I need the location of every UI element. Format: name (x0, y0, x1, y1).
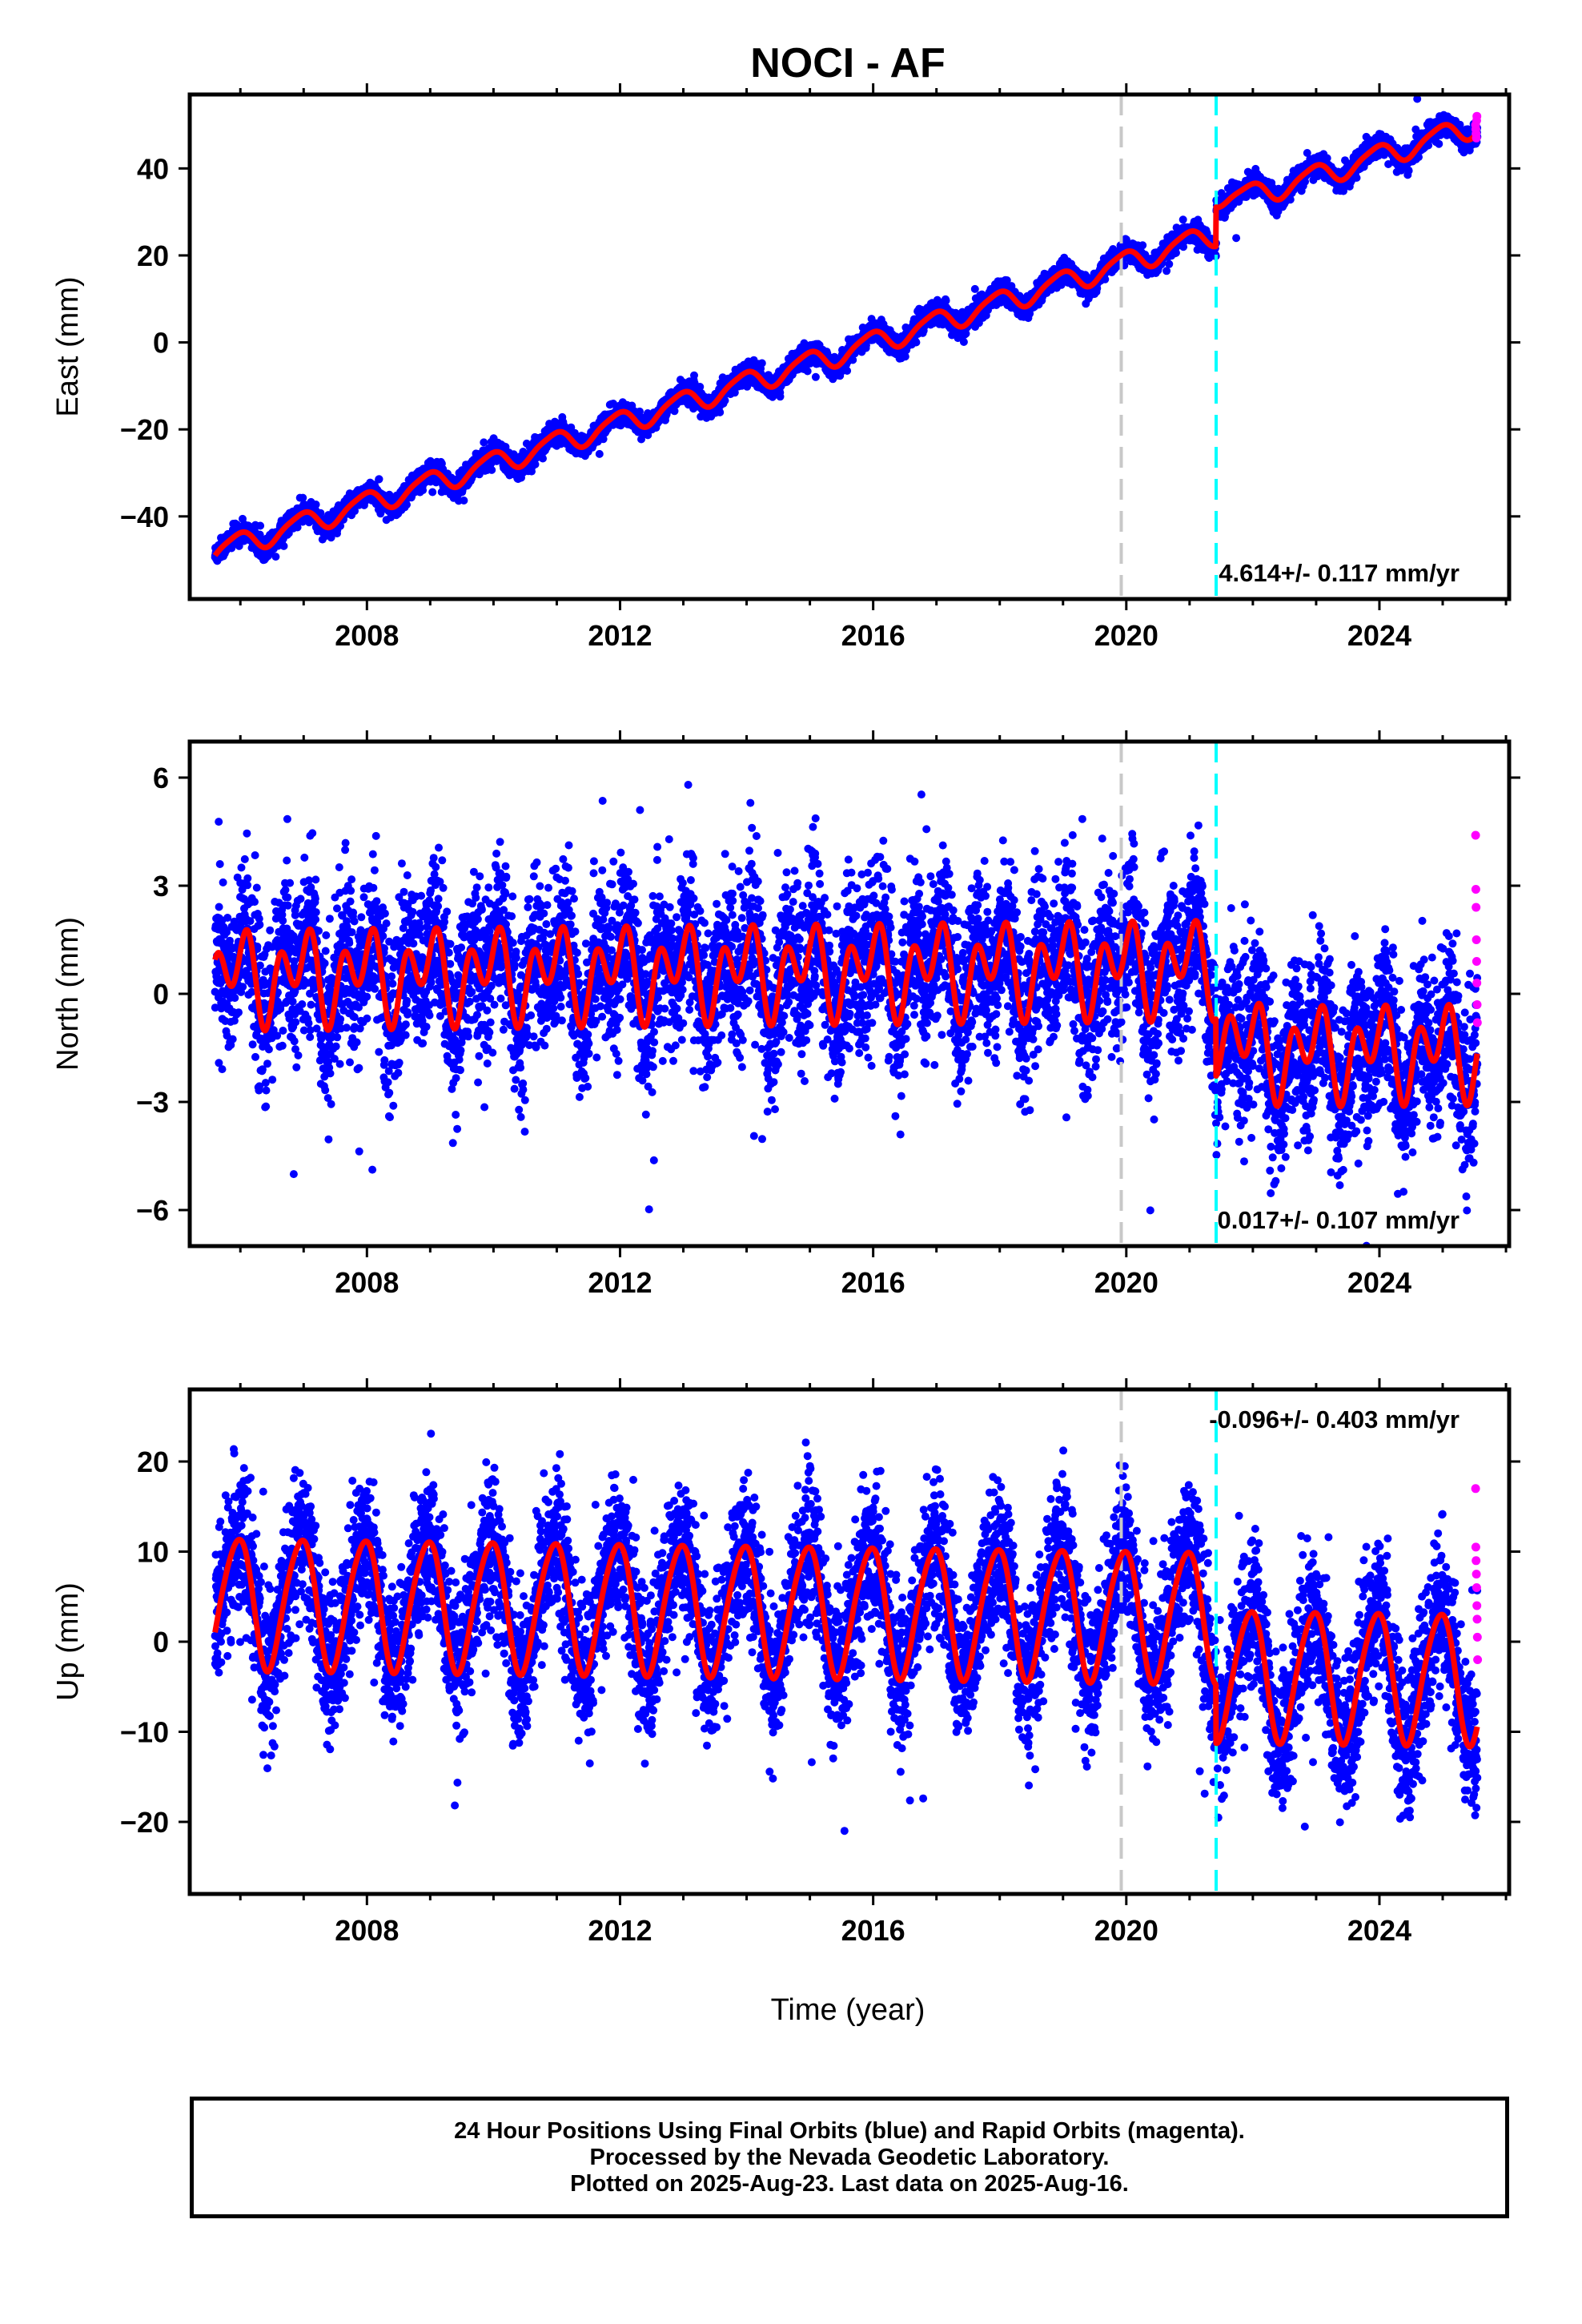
plot-area-east (211, 94, 1482, 599)
data-point (811, 372, 820, 381)
data-point (843, 367, 852, 375)
data-point (299, 493, 307, 502)
data-point (912, 338, 921, 347)
data-point (271, 553, 280, 561)
data-point (316, 509, 325, 517)
data-point (327, 533, 335, 542)
data-point (690, 371, 698, 380)
data-point (959, 338, 968, 346)
data-point (776, 392, 785, 401)
data-point (375, 475, 383, 484)
data-point (256, 521, 265, 530)
data-point (311, 501, 320, 509)
data-point (293, 523, 302, 532)
chart-title: NOCI - AF (750, 40, 946, 86)
data-point (803, 367, 812, 376)
data-point (460, 497, 468, 505)
data-point (595, 449, 604, 458)
data-point (403, 501, 411, 509)
data-point (428, 488, 437, 497)
data-point (279, 541, 288, 550)
data-point (488, 465, 496, 474)
data-point (757, 359, 766, 368)
data-point (419, 486, 428, 495)
final-orbit-points-east (211, 94, 1482, 565)
data-point (970, 284, 979, 293)
